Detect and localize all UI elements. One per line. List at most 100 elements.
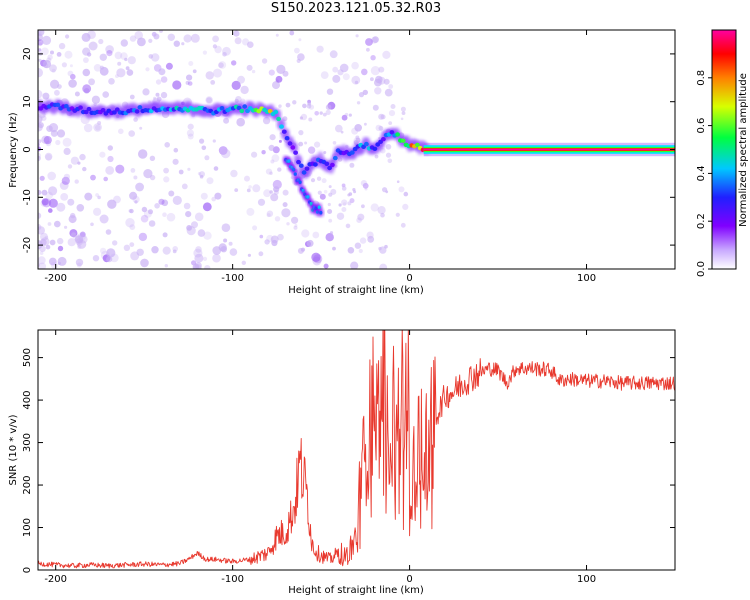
noise-blob [193,264,202,269]
noise-blob [292,100,297,105]
noise-blob [120,39,128,47]
noise-blob [286,222,290,226]
noise-blob [153,96,157,100]
noise-blob [106,248,116,258]
noise-blob [125,66,130,71]
noise-blob [139,126,143,130]
noise-blob [134,31,143,40]
noise-blob [349,162,355,168]
noise-blob [282,189,289,196]
noise-blob [129,191,138,200]
ridge-core [349,150,355,155]
noise-blob [82,68,91,77]
noise-blob [38,139,42,144]
noise-blob [325,104,332,110]
noise-blob [99,214,109,224]
noise-blob [268,144,275,151]
noise-blob [378,66,385,73]
x-tick-label: 0 [406,273,412,284]
noise-blob [328,185,332,189]
noise-blob [90,222,94,227]
noise-blob [387,158,393,164]
noise-blob [212,253,221,263]
noise-blob [118,128,124,135]
noise-blob [151,31,157,37]
noise-blob [266,210,274,217]
noise-blob [337,69,344,76]
noise-blob [325,109,331,115]
noise-blob [57,256,67,266]
noise-blob [81,32,91,42]
noise-blob [48,198,58,208]
noise-blob [90,174,96,181]
noise-blob [328,192,333,197]
noise-blob [200,192,208,200]
noise-blob [319,193,326,200]
noise-blob [390,104,396,109]
noise-blob [99,66,109,76]
noise-blob [323,151,327,154]
bottom-y-axis-label: SNR (10 * v/v) [8,414,19,485]
noise-blob [38,226,45,235]
noise-blob [158,68,166,76]
noise-blob [155,92,160,97]
noise-blob [100,247,107,254]
noise-blob [38,115,43,124]
ridge-core [83,109,89,115]
noise-blob [44,235,49,240]
ridge-core [415,142,420,148]
noise-blob [329,231,334,235]
noise-blob [314,141,321,148]
snr-panel: -200 -100 0 100 0 100 200 300 400 500 Height of … [8,329,676,596]
noise-blob [82,47,91,56]
noise-blob [231,60,237,66]
ridge-core [55,102,61,108]
noise-blob [57,245,64,252]
noise-blob [323,189,328,194]
colorbar-tick-label: 0.2 [696,213,707,229]
noise-blob [75,258,84,267]
noise-blob [88,78,95,86]
noise-blob [271,154,280,163]
noise-blob [351,127,359,135]
noise-blob [70,73,76,80]
noise-blob [141,206,148,213]
noise-blob [64,225,68,229]
x-tick-label: 100 [577,273,596,284]
noise-blob [370,77,374,82]
noise-blob [326,88,334,95]
noise-blob [38,48,42,52]
noise-blob [192,69,197,74]
noise-blob [186,225,193,231]
noise-blob [54,89,60,96]
noise-blob [307,146,316,154]
noise-blob [51,68,56,73]
noise-blob [327,209,333,214]
noise-blob [380,212,385,218]
ridge-core [236,105,242,111]
noise-blob [98,38,104,45]
colorbar-gradient [712,30,736,269]
noise-blob [370,203,379,212]
ridge-core [395,132,400,137]
ridge-core [287,141,293,146]
noise-blob [124,57,128,62]
noise-blob [186,129,194,137]
colorbar-tick-label: 0.0 [696,261,707,277]
ridge-core [324,161,330,166]
noise-blob [160,76,168,83]
chart-title: S150.2023.121.05.32.R03 [270,1,442,16]
noise-blob [190,33,200,43]
noise-blob [248,185,252,189]
noise-blob [145,67,150,72]
noise-blob [347,247,355,254]
noise-blob [361,204,365,209]
noise-blob [282,202,288,208]
y-tick-label: 0 [22,146,33,152]
noise-blob [277,167,282,172]
ridge-core [100,108,106,113]
noise-blob [93,123,102,132]
noise-blob [366,231,374,239]
ridge-core [330,162,335,168]
noise-blob [370,55,376,61]
